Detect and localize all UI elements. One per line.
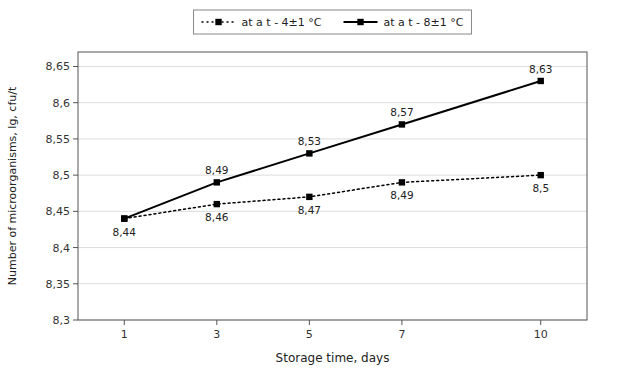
x-tick — [216, 320, 217, 325]
y-tick — [73, 320, 78, 321]
y-tick-label: 8,5 — [53, 169, 71, 182]
data-point — [214, 201, 220, 207]
y-tick — [73, 175, 78, 176]
legend-marker — [357, 19, 363, 25]
grid-line — [78, 175, 587, 176]
data-label: 8,46 — [205, 211, 229, 223]
y-tick-label: 8,4 — [53, 242, 71, 255]
data-label: 8,49 — [205, 164, 228, 176]
series-line — [124, 175, 540, 218]
grid-line — [78, 211, 587, 212]
series-line — [124, 81, 540, 219]
legend-marker — [215, 19, 221, 25]
grid-line — [78, 102, 587, 103]
grid-line — [78, 247, 587, 248]
y-tick-label: 8,45 — [46, 205, 71, 218]
data-point — [121, 215, 127, 221]
data-label: 8,57 — [390, 106, 413, 118]
data-label: 8,63 — [529, 63, 552, 75]
data-point — [538, 78, 544, 84]
y-tick — [73, 66, 78, 67]
data-point — [399, 121, 405, 127]
data-label: 8,49 — [390, 189, 413, 201]
y-tick — [73, 247, 78, 248]
y-tick-label: 8,6 — [53, 97, 71, 110]
grid-line — [78, 283, 587, 284]
x-tick-label: 1 — [121, 328, 128, 341]
y-tick — [73, 283, 78, 284]
legend-label: at a t - 8±1 °C — [384, 16, 464, 29]
x-tick-label: 5 — [306, 328, 313, 341]
y-tick-label: 8,3 — [53, 314, 71, 327]
x-tick — [309, 320, 310, 325]
data-point — [538, 172, 544, 178]
x-tick-label: 3 — [213, 328, 220, 341]
chart: 8,3 8,35 8,4 8,45 8,5 8,55 8,6 8,65 1 3 5 7 10 Storag… — [0, 0, 617, 372]
x-tick — [540, 320, 541, 325]
legend-label: at a t - 4±1 °C — [242, 16, 322, 29]
legend-box — [194, 10, 472, 34]
legend: at a t - 4±1 °C at a t - 8±1 °C — [194, 10, 472, 34]
grid-line — [78, 138, 587, 139]
data-label: 8,53 — [298, 135, 321, 147]
x-axis-label: Storage time, days — [276, 351, 390, 365]
x-tick-label: 7 — [398, 328, 405, 341]
x-tick — [401, 320, 402, 325]
x-tick-label: 10 — [534, 328, 548, 341]
y-axis-label: Number of microorganisms, lg, cfu/t — [6, 86, 19, 285]
plot-area — [121, 78, 544, 222]
plot-frame — [78, 52, 587, 320]
data-point — [214, 179, 220, 185]
y-tick — [73, 102, 78, 103]
x-tick — [124, 320, 125, 325]
data-label: 8,44 — [113, 226, 137, 238]
data-point — [306, 194, 312, 200]
y-tick-label: 8,65 — [46, 60, 71, 73]
data-point — [306, 150, 312, 156]
y-tick-label: 8,55 — [46, 133, 71, 146]
data-point — [399, 179, 405, 185]
data-label: 8,47 — [298, 204, 321, 216]
data-label: 8,5 — [532, 182, 549, 194]
data-point — [121, 215, 127, 221]
y-tick — [73, 138, 78, 139]
data-labels: 8,44 8,46 8,47 8,49 8,5 8,49 8,53 8,57 8,63 — [113, 63, 553, 238]
y-tick — [73, 211, 78, 212]
y-tick-label: 8,35 — [46, 278, 71, 291]
grid-line — [78, 66, 587, 67]
axes: 8,3 8,35 8,4 8,45 8,5 8,55 8,6 8,65 1 3 5 7 10 — [46, 52, 588, 341]
